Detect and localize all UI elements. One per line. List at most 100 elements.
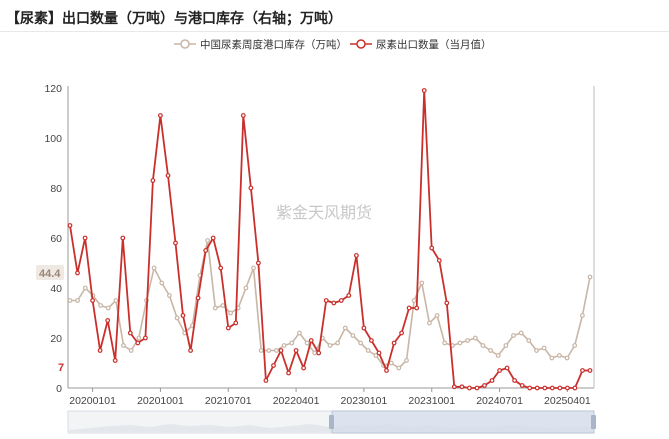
export-point[interactable] — [180, 313, 186, 318]
inventory-point[interactable] — [518, 330, 524, 336]
export-point[interactable] — [210, 235, 216, 241]
export-point[interactable] — [534, 385, 540, 391]
export-point[interactable] — [82, 235, 88, 241]
inventory-point[interactable] — [335, 340, 341, 346]
export-point[interactable] — [97, 348, 103, 353]
export-point[interactable] — [354, 253, 359, 258]
inventory-point[interactable] — [274, 348, 279, 353]
export-point[interactable] — [406, 305, 412, 311]
export-point[interactable] — [225, 325, 231, 331]
export-point[interactable] — [278, 348, 284, 353]
inventory-point[interactable] — [580, 313, 585, 318]
export-point[interactable] — [527, 385, 533, 391]
inventory-point[interactable] — [404, 358, 409, 363]
inventory-point[interactable] — [434, 313, 440, 318]
inventory-point[interactable] — [396, 365, 402, 371]
inventory-point[interactable] — [212, 305, 218, 311]
export-point[interactable] — [338, 298, 344, 303]
inventory-point[interactable] — [557, 353, 562, 358]
export-point[interactable] — [489, 378, 495, 383]
inventory-point[interactable] — [258, 348, 264, 353]
inventory-point[interactable] — [411, 298, 417, 303]
export-point[interactable] — [248, 185, 254, 191]
inventory-point[interactable] — [342, 325, 348, 331]
inventory-point[interactable] — [105, 305, 111, 311]
export-point[interactable] — [308, 338, 314, 343]
export-point[interactable] — [467, 385, 472, 391]
inventory-point[interactable] — [159, 280, 165, 286]
inventory-point[interactable] — [457, 340, 463, 346]
inventory-point[interactable] — [281, 343, 287, 348]
inventory-point[interactable] — [472, 335, 478, 341]
export-point[interactable] — [542, 385, 548, 391]
export-point[interactable] — [90, 298, 95, 303]
inventory-point[interactable] — [511, 333, 516, 338]
inventory-point[interactable] — [427, 320, 432, 326]
export-point[interactable] — [512, 378, 517, 383]
export-point[interactable] — [451, 384, 457, 390]
inventory-point[interactable] — [251, 265, 256, 271]
export-point[interactable] — [195, 295, 201, 301]
export-point[interactable] — [504, 365, 510, 371]
export-point[interactable] — [414, 305, 420, 311]
inventory-point[interactable] — [365, 348, 371, 353]
inventory-point[interactable] — [151, 265, 157, 271]
inventory-point[interactable] — [297, 330, 302, 336]
inventory-point[interactable] — [166, 293, 172, 298]
export-point[interactable] — [256, 260, 261, 266]
inventory-point[interactable] — [82, 285, 88, 291]
export-point[interactable] — [399, 330, 405, 336]
export-point[interactable] — [67, 223, 73, 228]
export-point[interactable] — [369, 338, 374, 343]
export-point[interactable] — [346, 293, 352, 298]
inventory-point[interactable] — [480, 343, 486, 348]
export-point[interactable] — [565, 385, 570, 391]
legend-item-inventory[interactable]: 中国尿素周度港口库存（万吨） — [174, 38, 347, 51]
inventory-point[interactable] — [465, 338, 471, 343]
export-point[interactable] — [391, 340, 397, 346]
inventory-point[interactable] — [534, 348, 539, 353]
inventory-point[interactable] — [327, 343, 333, 348]
export-point[interactable] — [549, 385, 555, 391]
inventory-point[interactable] — [205, 238, 211, 243]
slider-selected-range[interactable] — [331, 410, 595, 434]
export-point[interactable] — [188, 348, 194, 353]
inventory-point[interactable] — [75, 298, 80, 303]
inventory-point[interactable] — [136, 335, 142, 341]
export-point[interactable] — [203, 248, 209, 253]
export-point[interactable] — [580, 368, 585, 373]
inventory-point[interactable] — [312, 350, 318, 356]
inventory-point[interactable] — [350, 333, 356, 338]
export-point[interactable] — [233, 320, 239, 326]
export-point[interactable] — [316, 350, 322, 356]
export-point[interactable] — [557, 385, 563, 391]
export-point[interactable] — [127, 330, 133, 336]
export-point[interactable] — [263, 378, 269, 383]
export-point[interactable] — [436, 258, 442, 263]
export-point[interactable] — [75, 270, 80, 276]
export-point[interactable] — [271, 363, 276, 368]
export-point[interactable] — [474, 385, 480, 391]
export-point[interactable] — [331, 300, 337, 306]
export-point[interactable] — [157, 113, 163, 118]
inventory-point[interactable] — [495, 353, 501, 358]
inventory-point[interactable] — [587, 274, 593, 280]
export-point[interactable] — [421, 88, 427, 93]
inventory-point[interactable] — [564, 355, 570, 361]
inventory-point[interactable] — [174, 315, 180, 321]
export-point[interactable] — [165, 173, 171, 178]
inventory-point[interactable] — [572, 343, 578, 348]
export-point[interactable] — [429, 245, 435, 251]
export-point[interactable] — [376, 350, 382, 356]
inventory-point[interactable] — [98, 303, 103, 308]
inventory-point[interactable] — [67, 298, 73, 303]
inventory-point[interactable] — [373, 353, 379, 358]
inventory-point[interactable] — [243, 285, 249, 291]
export-point[interactable] — [293, 348, 299, 353]
export-point[interactable] — [444, 300, 450, 306]
export-point[interactable] — [150, 178, 156, 183]
export-point[interactable] — [587, 368, 593, 373]
export-point[interactable] — [120, 235, 126, 241]
inventory-point[interactable] — [388, 360, 394, 366]
data-zoom-slider[interactable] — [67, 410, 596, 434]
